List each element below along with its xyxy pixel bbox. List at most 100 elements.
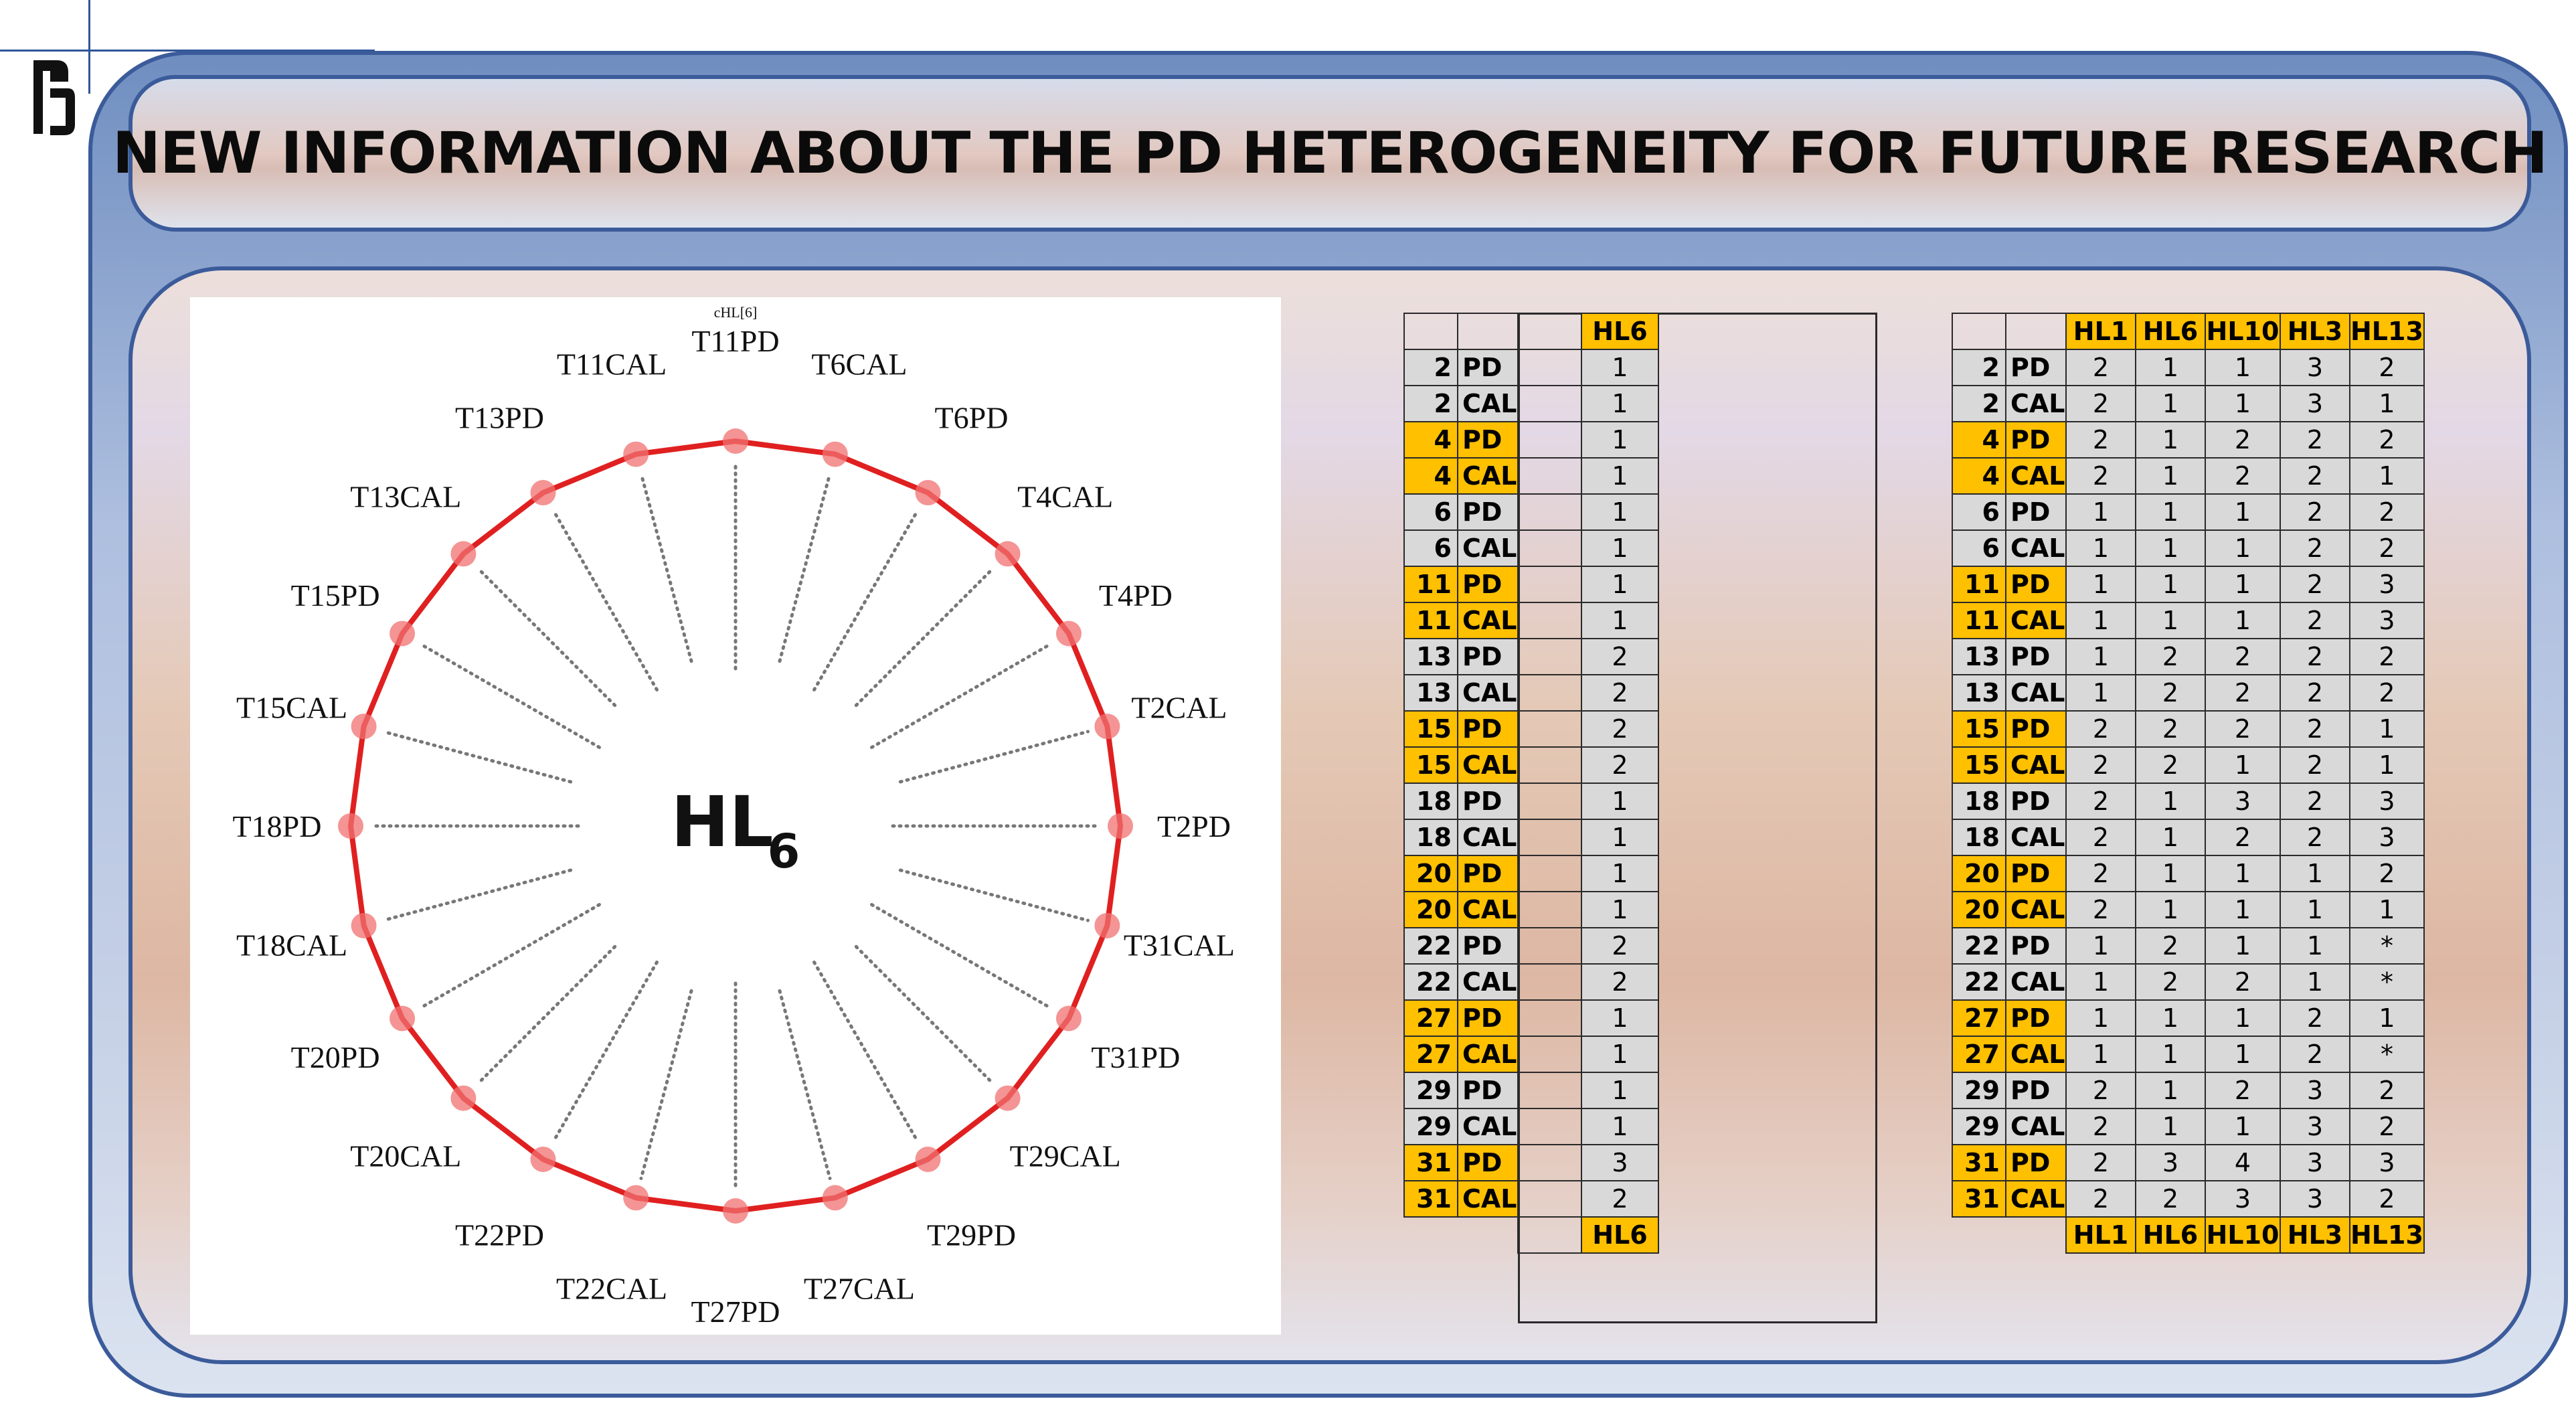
value-cell: 1 bbox=[2280, 927, 2350, 965]
table-row: 11 CAL 1 1 1 2 3 bbox=[1952, 602, 2425, 639]
radar-point bbox=[450, 1085, 477, 1111]
radar-spoke bbox=[418, 903, 601, 1010]
radar-point bbox=[723, 1198, 748, 1224]
value-cell: 1 bbox=[2205, 1036, 2281, 1073]
radar-axis-label: T31CAL bbox=[1124, 928, 1235, 963]
value-cell: 2 bbox=[2135, 674, 2206, 712]
value-cell: 2 bbox=[2135, 746, 2206, 784]
radar-point bbox=[995, 541, 1021, 567]
table-header-row: HL1 HL6 HL10 HL3 HL13 bbox=[1952, 313, 2425, 350]
value-cell: 2 bbox=[2065, 421, 2136, 459]
value-cell: 1 bbox=[2205, 999, 2281, 1037]
value-cell: 2 bbox=[2065, 385, 2136, 422]
row-id-cell: 11 bbox=[1952, 566, 2006, 603]
column-header: HL10 bbox=[2205, 313, 2281, 350]
value-cell: 2 bbox=[2349, 529, 2425, 567]
value-cell: 3 bbox=[2280, 385, 2350, 422]
radar-axis-label: T2PD bbox=[1157, 809, 1231, 843]
value-cell: 1 bbox=[2205, 493, 2281, 531]
row-type-cell: CAL bbox=[1457, 602, 1519, 639]
row-type-cell: PD bbox=[2005, 855, 2067, 892]
row-type-cell: PD bbox=[1457, 421, 1519, 459]
radar-spoke bbox=[854, 566, 995, 708]
value-cell: 2 bbox=[2065, 891, 2136, 928]
row-type-cell: PD bbox=[2005, 1072, 2067, 1109]
header-empty-cell bbox=[1403, 313, 1458, 350]
value-cell: 1 bbox=[2349, 385, 2425, 422]
row-id-cell: 2 bbox=[1952, 385, 2006, 422]
table-row: 27 PD 1 1 1 2 1 bbox=[1952, 999, 2425, 1037]
row-id-cell: 4 bbox=[1952, 421, 2006, 459]
table-row: 11 PD 1 1 1 2 3 bbox=[1952, 566, 2425, 603]
row-id-cell: 31 bbox=[1952, 1144, 2006, 1181]
row-id-cell: 11 bbox=[1952, 602, 2006, 639]
value-cell: 1 bbox=[2135, 457, 2206, 495]
value-cell: 1 bbox=[2205, 927, 2281, 965]
table-row: 2 CAL 2 1 1 3 1 bbox=[1952, 385, 2425, 422]
table-row: 18 PD 2 1 3 2 3 bbox=[1952, 782, 2425, 820]
table-row: 15 CAL 2 2 1 2 1 bbox=[1952, 746, 2425, 784]
column-footer: HL6 bbox=[2135, 1216, 2206, 1254]
radar-spoke bbox=[898, 730, 1090, 784]
footer-empty-cell bbox=[2006, 1217, 2066, 1253]
spacer-cell bbox=[1517, 746, 1582, 784]
row-id-cell: 20 bbox=[1952, 891, 2006, 928]
row-id-cell: 15 bbox=[1403, 746, 1458, 784]
radar-point bbox=[623, 1185, 649, 1211]
row-type-cell: CAL bbox=[2005, 385, 2067, 422]
spacer-cell bbox=[1517, 855, 1582, 892]
row-id-cell: 22 bbox=[1952, 963, 2006, 1001]
spacer-cell bbox=[1517, 1144, 1582, 1181]
row-id-cell: 15 bbox=[1403, 710, 1458, 748]
radar-spoke bbox=[778, 989, 832, 1180]
value-cell: 1 bbox=[2135, 1072, 2206, 1109]
table-row: 27 PD 1 bbox=[1403, 999, 1659, 1037]
row-id-cell: 27 bbox=[1403, 1036, 1458, 1073]
value-cell: 1 bbox=[2349, 710, 2425, 748]
value-cell: 2 bbox=[2349, 638, 2425, 675]
radar-spoke bbox=[381, 868, 573, 922]
spacer-cell bbox=[1517, 493, 1582, 531]
row-type-cell: PD bbox=[2005, 710, 2067, 748]
value-cell: 1 bbox=[1581, 1108, 1659, 1145]
value-cell: 1 bbox=[2349, 999, 2425, 1037]
value-cell: 2 bbox=[2135, 710, 2206, 748]
table-row: 29 PD 2 1 2 3 2 bbox=[1952, 1072, 2425, 1109]
radar-point bbox=[822, 1185, 848, 1211]
row-id-cell: 6 bbox=[1952, 529, 2006, 567]
value-cell: 1 bbox=[2135, 782, 2206, 820]
value-cell: 1 bbox=[1581, 529, 1659, 567]
page-title: NEW INFORMATION ABOUT THE PD HETEROGENEI… bbox=[112, 120, 2548, 187]
table-row: 13 PD 2 bbox=[1403, 638, 1659, 675]
radar-axis-label: T15CAL bbox=[236, 690, 347, 724]
row-type-cell: PD bbox=[2005, 421, 2067, 459]
value-cell: 2 bbox=[2349, 349, 2425, 386]
value-cell: 2 bbox=[2065, 710, 2136, 748]
footer-empty-cell bbox=[1404, 1217, 1458, 1253]
radar-spoke bbox=[551, 508, 659, 691]
value-cell: 2 bbox=[1581, 710, 1659, 748]
value-cell: * bbox=[2349, 963, 2425, 1001]
value-cell: 1 bbox=[2065, 493, 2136, 531]
row-type-cell: CAL bbox=[2005, 1180, 2067, 1218]
table-row: 20 PD 1 bbox=[1403, 855, 1659, 892]
table-row: 20 PD 2 1 1 1 2 bbox=[1952, 855, 2425, 892]
table-row: 22 PD 1 2 1 1 * bbox=[1952, 927, 2425, 965]
footer-empty-cell bbox=[1517, 1216, 1582, 1254]
row-type-cell: PD bbox=[1457, 855, 1519, 892]
radar-point bbox=[915, 480, 941, 506]
row-type-cell: CAL bbox=[1457, 385, 1519, 422]
radar-point bbox=[1055, 1005, 1082, 1032]
row-id-cell: 11 bbox=[1403, 566, 1458, 603]
value-cell: 1 bbox=[2135, 819, 2206, 856]
value-cell: 1 bbox=[2205, 349, 2281, 386]
value-cell: 1 bbox=[2349, 891, 2425, 928]
radar-axis-label: T29CAL bbox=[1010, 1139, 1121, 1173]
value-cell: 1 bbox=[1581, 891, 1659, 928]
spacer-cell bbox=[1517, 349, 1582, 386]
table-row: 4 CAL 1 bbox=[1403, 457, 1659, 495]
logo-icon bbox=[33, 60, 75, 135]
value-cell: 2 bbox=[2349, 1072, 2425, 1109]
value-cell: 4 bbox=[2205, 1144, 2281, 1181]
value-cell: 1 bbox=[2135, 529, 2206, 567]
